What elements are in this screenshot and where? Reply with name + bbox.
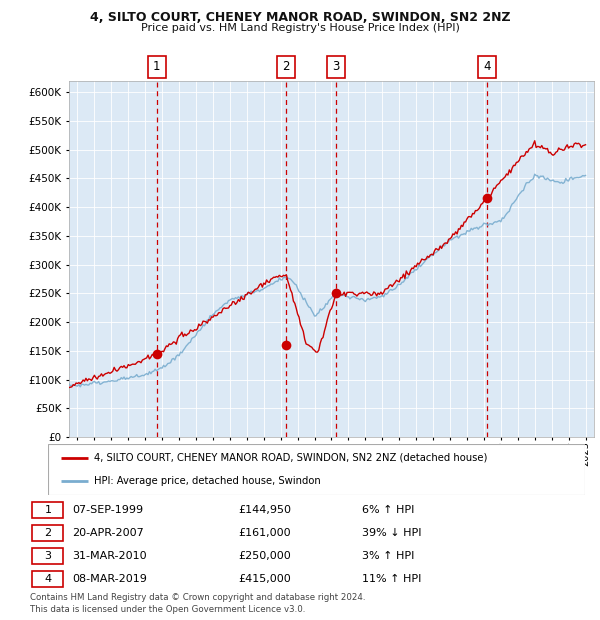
Text: 20-APR-2007: 20-APR-2007 xyxy=(72,528,143,538)
Text: 1: 1 xyxy=(44,505,52,515)
Text: 3% ↑ HPI: 3% ↑ HPI xyxy=(362,551,415,561)
FancyBboxPatch shape xyxy=(32,525,64,541)
FancyBboxPatch shape xyxy=(326,56,345,78)
Text: Price paid vs. HM Land Registry's House Price Index (HPI): Price paid vs. HM Land Registry's House … xyxy=(140,23,460,33)
FancyBboxPatch shape xyxy=(32,547,64,564)
FancyBboxPatch shape xyxy=(48,444,585,495)
Text: 4, SILTO COURT, CHENEY MANOR ROAD, SWINDON, SN2 2NZ: 4, SILTO COURT, CHENEY MANOR ROAD, SWIND… xyxy=(89,11,511,24)
Text: 3: 3 xyxy=(44,551,52,561)
Text: 4: 4 xyxy=(44,574,52,584)
FancyBboxPatch shape xyxy=(32,570,64,587)
Text: HPI: Average price, detached house, Swindon: HPI: Average price, detached house, Swin… xyxy=(94,476,320,486)
FancyBboxPatch shape xyxy=(478,56,496,78)
Text: 07-SEP-1999: 07-SEP-1999 xyxy=(72,505,143,515)
Text: 08-MAR-2019: 08-MAR-2019 xyxy=(72,574,147,584)
Text: 1: 1 xyxy=(153,61,161,73)
FancyBboxPatch shape xyxy=(32,502,64,518)
FancyBboxPatch shape xyxy=(277,56,295,78)
Text: 4: 4 xyxy=(483,61,491,73)
Text: 4, SILTO COURT, CHENEY MANOR ROAD, SWINDON, SN2 2NZ (detached house): 4, SILTO COURT, CHENEY MANOR ROAD, SWIND… xyxy=(94,453,487,463)
Text: 2: 2 xyxy=(44,528,52,538)
Text: £250,000: £250,000 xyxy=(238,551,291,561)
Text: £144,950: £144,950 xyxy=(238,505,292,515)
Text: 2: 2 xyxy=(282,61,290,73)
Text: 39% ↓ HPI: 39% ↓ HPI xyxy=(362,528,422,538)
FancyBboxPatch shape xyxy=(148,56,166,78)
Text: 31-MAR-2010: 31-MAR-2010 xyxy=(72,551,146,561)
Text: 3: 3 xyxy=(332,61,340,73)
Text: 11% ↑ HPI: 11% ↑ HPI xyxy=(362,574,422,584)
Text: 6% ↑ HPI: 6% ↑ HPI xyxy=(362,505,415,515)
Text: Contains HM Land Registry data © Crown copyright and database right 2024.
This d: Contains HM Land Registry data © Crown c… xyxy=(30,593,365,614)
Text: £415,000: £415,000 xyxy=(238,574,291,584)
Text: £161,000: £161,000 xyxy=(238,528,291,538)
